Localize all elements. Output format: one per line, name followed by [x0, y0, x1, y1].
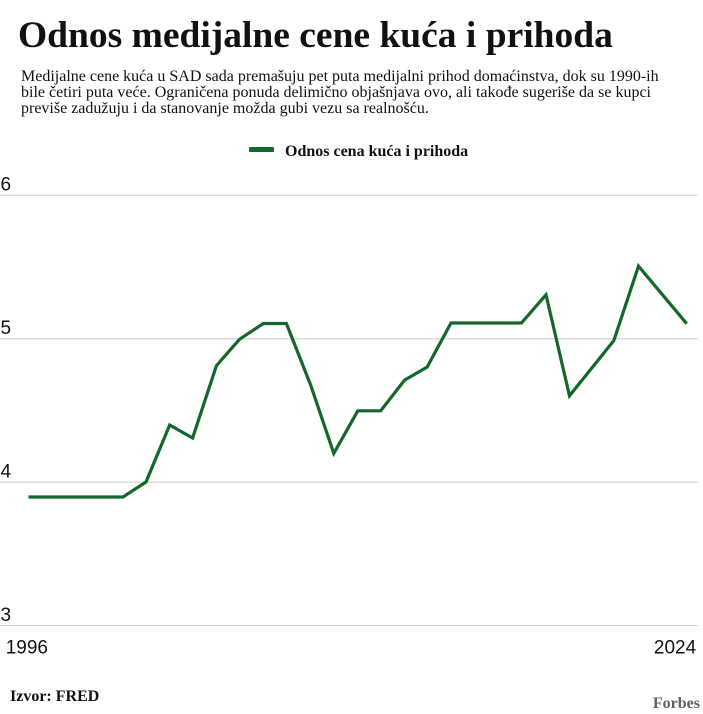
svg-text:6: 6: [1, 175, 12, 196]
svg-text:2024: 2024: [654, 638, 697, 659]
svg-text:3: 3: [1, 605, 12, 626]
svg-text:4: 4: [1, 462, 12, 483]
svg-text:1996: 1996: [6, 638, 48, 659]
svg-text:5: 5: [1, 318, 12, 339]
